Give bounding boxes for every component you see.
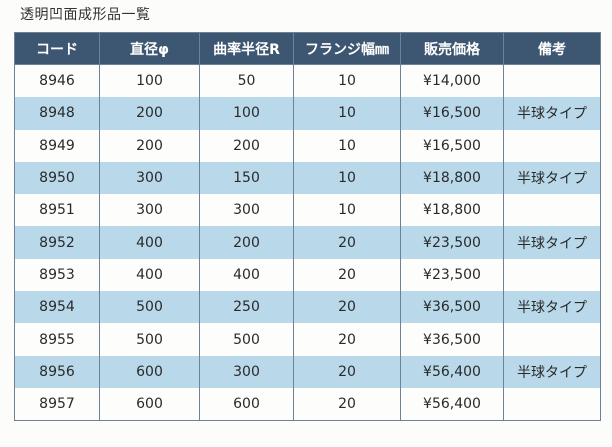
cell-code: 8948 [14,97,100,130]
cell-diameter: 300 [99,161,200,195]
cell-price: ¥14,000 [400,64,504,98]
cell-diameter: 600 [99,355,200,388]
cell-code: 8955 [14,323,100,356]
cell-notes: 半球タイプ [503,355,601,388]
cell-notes: 半球タイプ [503,291,601,324]
cell-diameter: 600 [99,387,200,421]
cell-diameter: 400 [99,226,200,259]
cell-code: 8950 [14,161,100,195]
cell-price: ¥18,800 [400,194,504,227]
cell-flange-width: 20 [293,258,401,292]
cell-flange-width: 10 [293,64,401,98]
cell-flange-width: 20 [293,226,401,259]
table-row: 8954 500 250 20 ¥36,500 半球タイプ [14,291,601,324]
cell-notes [503,64,601,98]
cell-code: 8956 [14,355,100,388]
cell-diameter: 400 [99,258,200,292]
cell-price: ¥16,500 [400,97,504,130]
cell-price: ¥56,400 [400,387,504,421]
table-row: 8950 300 150 10 ¥18,800 半球タイプ [14,161,601,195]
table-row: 8951 300 300 10 ¥18,800 [14,194,601,227]
cell-flange-width: 10 [293,194,401,227]
cell-diameter: 200 [99,129,200,162]
cell-code: 8953 [14,258,100,292]
cell-flange-width: 20 [293,291,401,324]
cell-curvature-radius: 600 [199,387,294,421]
table-header-row: コード 直径φ 曲率半径R フランジ幅㎜ 販売価格 備考 [14,32,601,65]
cell-price: ¥23,500 [400,226,504,259]
cell-curvature-radius: 500 [199,323,294,356]
cell-flange-width: 10 [293,97,401,130]
cell-curvature-radius: 200 [199,226,294,259]
cell-code: 8952 [14,226,100,259]
cell-curvature-radius: 250 [199,291,294,324]
cell-price: ¥56,400 [400,355,504,388]
cell-flange-width: 10 [293,129,401,162]
header-price: 販売価格 [400,32,504,65]
cell-curvature-radius: 300 [199,355,294,388]
header-curvature-radius: 曲率半径R [199,32,294,65]
table-row: 8955 500 500 20 ¥36,500 [14,323,601,356]
cell-curvature-radius: 200 [199,129,294,162]
cell-notes: 半球タイプ [503,161,601,195]
table-row: 8948 200 100 10 ¥16,500 半球タイプ [14,97,601,130]
table-row: 8953 400 400 20 ¥23,500 [14,258,601,292]
cell-flange-width: 20 [293,323,401,356]
cell-diameter: 100 [99,64,200,98]
cell-notes [503,258,601,292]
cell-curvature-radius: 50 [199,64,294,98]
cell-price: ¥16,500 [400,129,504,162]
cell-curvature-radius: 150 [199,161,294,195]
cell-price: ¥36,500 [400,291,504,324]
cell-code: 8954 [14,291,100,324]
cell-flange-width: 20 [293,355,401,388]
cell-flange-width: 20 [293,387,401,421]
header-notes: 備考 [503,32,601,65]
cell-diameter: 300 [99,194,200,227]
cell-notes [503,129,601,162]
header-code: コード [14,32,100,65]
cell-diameter: 500 [99,291,200,324]
cell-code: 8957 [14,387,100,421]
table-row: 8957 600 600 20 ¥56,400 [14,387,601,421]
table-row: 8956 600 300 20 ¥56,400 半球タイプ [14,355,601,388]
cell-notes [503,387,601,421]
cell-notes [503,323,601,356]
cell-notes: 半球タイプ [503,97,601,130]
cell-price: ¥36,500 [400,323,504,356]
cell-code: 8951 [14,194,100,227]
cell-notes: 半球タイプ [503,226,601,259]
cell-diameter: 200 [99,97,200,130]
cell-code: 8949 [14,129,100,162]
page-title: 透明凹面成形品一覧 [20,7,151,23]
cell-diameter: 500 [99,323,200,356]
cell-notes [503,194,601,227]
cell-price: ¥18,800 [400,161,504,195]
cell-flange-width: 10 [293,161,401,195]
product-table: コード 直径φ 曲率半径R フランジ幅㎜ 販売価格 備考 8946 100 50… [14,32,601,422]
cell-code: 8946 [14,64,100,98]
table-row: 8946 100 50 10 ¥14,000 [14,64,601,98]
cell-curvature-radius: 300 [199,194,294,227]
cell-curvature-radius: 400 [199,258,294,292]
header-flange-width: フランジ幅㎜ [293,32,401,65]
cell-price: ¥23,500 [400,258,504,292]
header-diameter: 直径φ [99,32,200,65]
cell-curvature-radius: 100 [199,97,294,130]
table-row: 8952 400 200 20 ¥23,500 半球タイプ [14,226,601,259]
table-row: 8949 200 200 10 ¥16,500 [14,129,601,162]
